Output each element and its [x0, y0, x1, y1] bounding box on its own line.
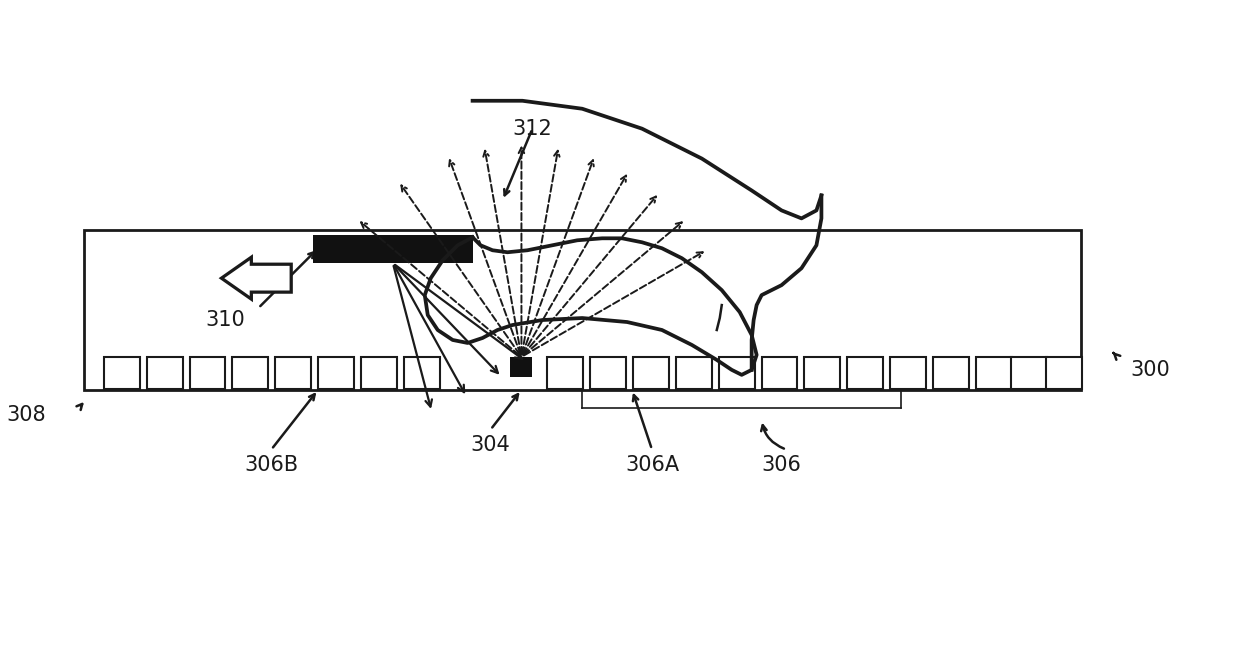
Bar — [511, 357, 532, 377]
Bar — [84, 231, 1080, 390]
Text: 308: 308 — [6, 405, 46, 424]
Bar — [634, 357, 668, 389]
Bar — [1045, 357, 1081, 389]
Bar — [719, 357, 755, 389]
Bar — [275, 357, 311, 389]
Text: 306B: 306B — [244, 455, 299, 474]
Bar — [547, 357, 583, 389]
Bar — [976, 357, 1012, 389]
Bar — [676, 357, 712, 389]
Bar — [319, 357, 353, 389]
Text: 312: 312 — [512, 119, 552, 139]
Bar — [590, 357, 626, 389]
Bar — [1011, 357, 1047, 389]
Bar — [232, 357, 268, 389]
Text: 304: 304 — [471, 435, 511, 455]
Text: 310: 310 — [206, 310, 246, 330]
Bar — [847, 357, 883, 389]
Bar — [146, 357, 182, 389]
Bar — [190, 357, 226, 389]
Bar — [805, 357, 841, 389]
Bar — [361, 357, 397, 389]
Bar — [932, 357, 968, 389]
Bar — [104, 357, 140, 389]
Bar — [890, 357, 926, 389]
Text: 306A: 306A — [625, 455, 680, 474]
Text: 300: 300 — [1131, 360, 1171, 380]
Bar — [761, 357, 797, 389]
FancyArrow shape — [222, 258, 291, 299]
Bar — [404, 357, 440, 389]
Bar — [314, 235, 472, 263]
Text: 306: 306 — [761, 455, 801, 474]
